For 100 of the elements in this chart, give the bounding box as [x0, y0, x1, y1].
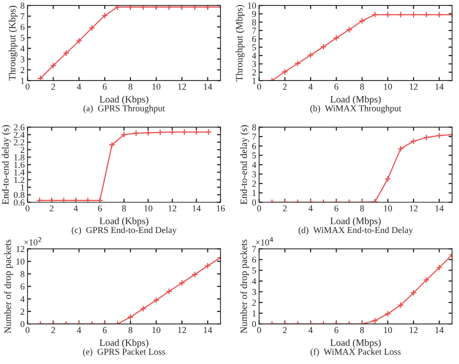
x-tick-label: 2 — [283, 84, 287, 90]
y-tick-label: 4 — [252, 52, 256, 59]
point — [168, 128, 176, 136]
x-tick-label: 14 — [436, 327, 444, 333]
point — [178, 280, 186, 286]
point — [178, 5, 186, 10]
y-tick-label: 1 — [21, 78, 24, 84]
y-tick-label: 8 — [20, 2, 24, 9]
y-tick-label: 1.2 — [14, 176, 24, 183]
point — [127, 5, 134, 10]
x-tick-label: 10 — [152, 327, 160, 334]
x-tick-label: 2 — [51, 327, 56, 333]
x-tick-label: 2 — [283, 205, 287, 212]
y-tick-label: 0 — [20, 321, 24, 328]
x-tick-label: 0 — [257, 84, 262, 90]
y-tick-label: 6 — [20, 284, 24, 290]
text: ×10$^{4}$ — [256, 237, 274, 246]
x-tick-label: 8 — [360, 84, 364, 90]
x-tick-label: 12 — [410, 84, 418, 90]
x-axis-title: Load (Kbps) — [100, 339, 148, 348]
x-tick-label: 12 — [168, 205, 176, 212]
point — [166, 5, 172, 10]
x-tick-label: 0 — [257, 327, 262, 334]
point — [152, 5, 160, 10]
y-tick-label: 10 — [16, 258, 24, 265]
point — [101, 12, 108, 19]
point — [96, 197, 104, 202]
x-tick-label: 4 — [76, 84, 82, 90]
y-tick-label: 5 — [252, 44, 256, 50]
point — [50, 62, 57, 69]
x-tick-label: 14 — [436, 205, 444, 212]
x-tick-label: 12 — [178, 327, 186, 333]
point — [423, 134, 430, 141]
y-tick-label: 4 — [252, 278, 256, 284]
x-axis-title: Load (Mbps) — [330, 339, 381, 348]
x-tick-label: 14 — [436, 84, 444, 90]
point — [332, 34, 340, 42]
x-tick-label: 0 — [257, 205, 262, 212]
point — [410, 11, 417, 18]
y-tick-label: 2 — [252, 300, 256, 306]
point — [140, 305, 147, 312]
point — [372, 317, 378, 324]
y-tick-label: 0.6 — [14, 199, 24, 206]
x-tick-label: 8 — [122, 205, 126, 212]
y-axis-title: Number of drop packets — [240, 240, 250, 334]
point — [72, 197, 80, 202]
y-tick-label: 7 — [252, 28, 256, 34]
point — [384, 11, 392, 18]
point — [108, 141, 116, 148]
y-tick-label: 0 — [252, 321, 256, 328]
point — [152, 296, 160, 304]
point — [204, 262, 211, 270]
y-tick-label: 3 — [20, 56, 24, 62]
x-tick-label: 4 — [76, 327, 82, 333]
point — [307, 52, 314, 58]
point — [423, 11, 430, 18]
y-tick-label: 4 — [252, 162, 256, 168]
x-tick-label: 2 — [51, 84, 56, 90]
x-tick-label: 4 — [74, 205, 78, 212]
point — [140, 5, 147, 10]
text: (a) GPRS Throughput — [84, 105, 165, 114]
x-axis-title: Load (Kbps) — [100, 96, 148, 105]
point — [88, 24, 96, 32]
y-axis-title: End-to-end delay (s) — [240, 125, 250, 204]
y-tick-label: 2.6 — [14, 124, 24, 130]
x-tick-label: 6 — [334, 327, 338, 334]
x-tick-label: 4 — [308, 84, 313, 90]
point — [127, 314, 134, 320]
y-tick-label: 9 — [252, 10, 256, 18]
y-tick-label: 8 — [252, 124, 256, 130]
x-tick-label: 0 — [26, 205, 30, 212]
x-tick-label: 6 — [334, 205, 338, 212]
text: ×10$^{2}$ — [24, 237, 42, 246]
y-tick-label: 1 — [21, 184, 24, 190]
point — [62, 50, 70, 57]
x-tick-label: 14 — [204, 327, 212, 333]
point — [320, 43, 327, 50]
x-tick-label: 6 — [102, 84, 107, 90]
point — [410, 290, 417, 296]
point — [193, 128, 200, 136]
x-tick-label: 10 — [152, 84, 160, 90]
point — [76, 38, 82, 44]
y-tick-label: 12 — [16, 246, 24, 252]
x-axis-title: Load (Mbps) — [330, 96, 381, 105]
y-tick-label: 2 — [20, 146, 24, 153]
y-tick-label: 7 — [252, 246, 256, 252]
point — [282, 68, 288, 76]
y-tick-label: 7 — [252, 134, 256, 140]
y-tick-label: 1.6 — [14, 162, 24, 168]
y-tick-label: 1 — [252, 310, 256, 316]
x-tick-label: 14 — [204, 84, 212, 90]
point — [156, 129, 164, 136]
point — [191, 271, 198, 278]
x-tick-label: 8 — [128, 327, 132, 334]
x-tick-label: 8 — [360, 205, 364, 212]
y-tick-label: 5 — [20, 34, 24, 41]
text: (c) GPRS End-to-End Delay — [72, 226, 177, 235]
point — [397, 11, 404, 18]
point — [346, 26, 353, 33]
y-tick-label: 3 — [252, 61, 256, 68]
